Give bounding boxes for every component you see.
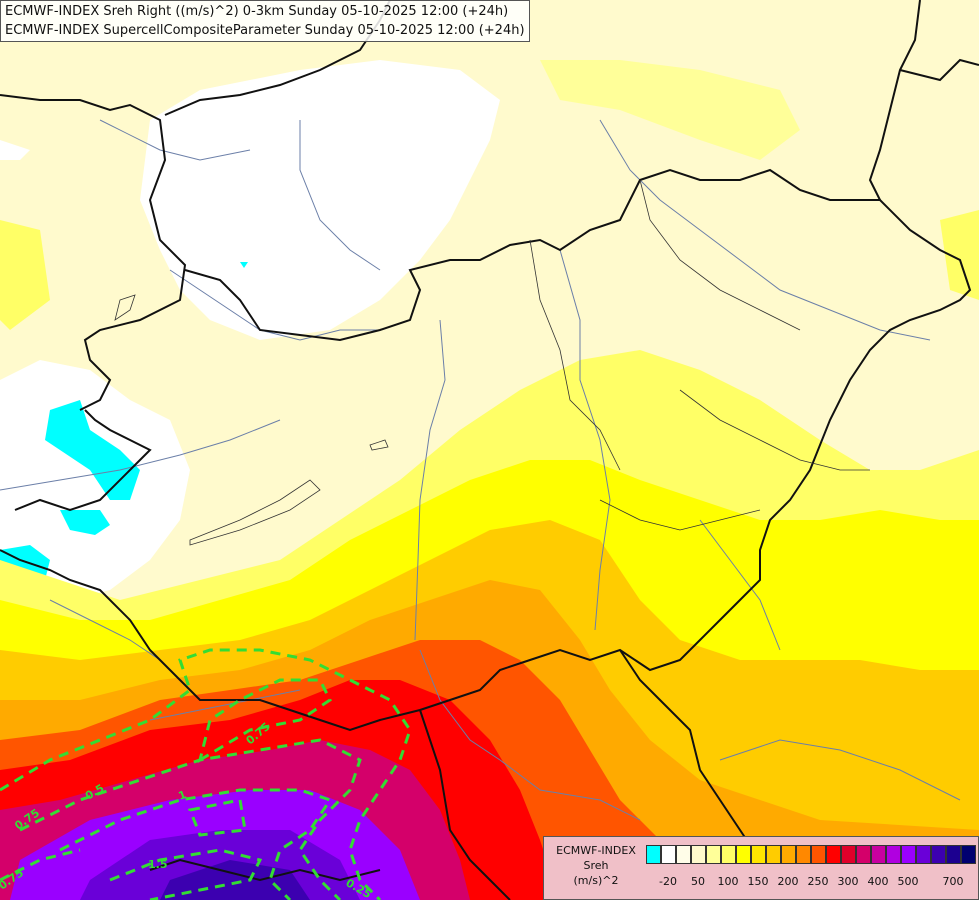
legend-swatch	[721, 845, 736, 864]
legend-swatch	[706, 845, 721, 864]
scp-contours	[0, 648, 412, 900]
contour-label: 1.5	[148, 858, 168, 871]
field-cyan-4	[240, 262, 248, 268]
legend-swatch	[766, 845, 781, 864]
legend-title-line-1: ECMWF-INDEX	[556, 844, 636, 857]
legend-swatch	[811, 845, 826, 864]
legend-swatch	[841, 845, 856, 864]
header-line-1: ECMWF-INDEX Sreh Right ((m/s)^2) 0-3km S…	[5, 4, 509, 19]
field-100b	[940, 210, 979, 300]
legend-title-line-2: Sreh	[583, 859, 609, 872]
legend-tick-label: 50	[691, 875, 705, 888]
legend-swatch	[646, 845, 661, 864]
legend-swatch	[661, 845, 676, 864]
legend-swatch	[901, 845, 916, 864]
header-line-2: ECMWF-INDEX SupercellCompositeParameter …	[5, 23, 525, 38]
field-cyan-2	[60, 510, 110, 535]
field-white-nw	[0, 140, 30, 160]
contour-label: 1	[177, 788, 189, 803]
legend-tick-label: 500	[897, 875, 919, 888]
color-legend: ECMWF-INDEX Sreh (m/s)^2 -20 50 100 150 200 2…	[543, 836, 979, 900]
legend-swatch	[931, 845, 946, 864]
legend-tick-label: 300	[837, 875, 859, 888]
legend-swatch	[886, 845, 901, 864]
legend-tick-label: 150	[747, 875, 769, 888]
legend-tick-label: 400	[867, 875, 889, 888]
legend-tick-label: 100	[717, 875, 739, 888]
legend-swatch	[946, 845, 961, 864]
field-cyan-1	[45, 400, 140, 500]
legend-swatch	[781, 845, 796, 864]
legend-title-line-3: (m/s)^2	[573, 874, 619, 887]
legend-swatch	[856, 845, 871, 864]
region-borders	[114, 179, 870, 546]
rivers	[0, 119, 961, 821]
legend-tick-label: 250	[807, 875, 829, 888]
field-100	[0, 220, 50, 330]
legend-swatch	[676, 845, 691, 864]
legend-swatch	[826, 845, 841, 864]
legend-swatch	[691, 845, 706, 864]
legend-swatch	[751, 845, 766, 864]
legend-tick-label: 200	[777, 875, 799, 888]
field-100c	[540, 60, 800, 160]
legend-swatch	[916, 845, 931, 864]
legend-swatch	[871, 845, 886, 864]
legend-swatch	[796, 845, 811, 864]
legend-title: ECMWF-INDEX Sreh (m/s)^2	[548, 843, 644, 888]
legend-tick-label: -20	[659, 875, 677, 888]
legend-swatch	[961, 845, 976, 864]
legend-swatch	[736, 845, 751, 864]
legend-tick-label: 700	[942, 875, 964, 888]
map-header: ECMWF-INDEX Sreh Right ((m/s)^2) 0-3km S…	[0, 0, 530, 42]
